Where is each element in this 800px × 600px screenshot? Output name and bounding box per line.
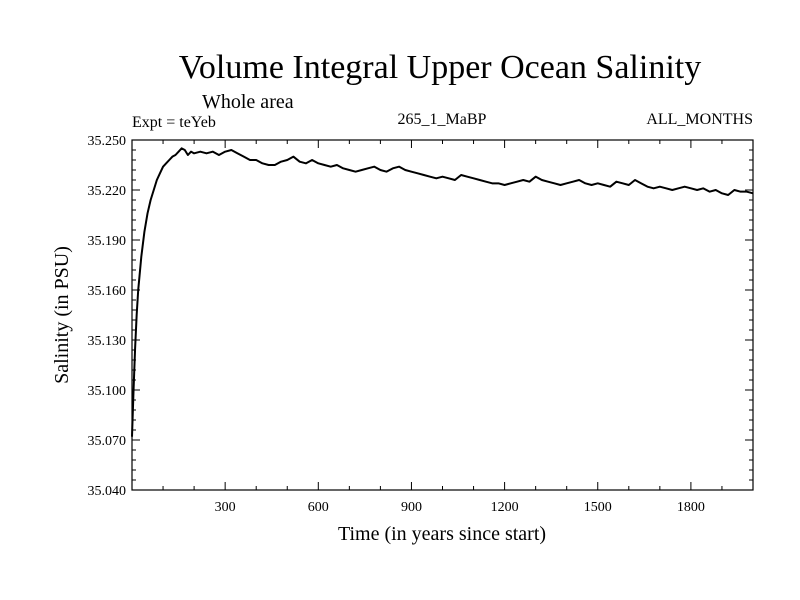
- chart-title: Volume Integral Upper Ocean Salinity: [179, 49, 701, 86]
- y-tick-label: 35.040: [88, 484, 127, 499]
- salinity-series-line: [131, 147, 754, 437]
- y-axis-label: Salinity (in PSU): [51, 246, 73, 384]
- x-tick-labels: 300 600 900 1200 1500 1800: [215, 500, 705, 515]
- x-tick-label: 1200: [491, 500, 519, 515]
- axis-ticks: [132, 139, 753, 491]
- y-tick-labels: 35.040 35.070 35.100 35.130 35.160 35.190 35.2…: [88, 134, 127, 499]
- x-tick-label: 600: [308, 500, 329, 515]
- plot-frame: [131, 139, 754, 491]
- x-tick-label: 300: [215, 500, 236, 515]
- x-tick-label: 1800: [677, 500, 705, 515]
- y-tick-label: 35.070: [88, 434, 127, 449]
- experiment-label: Expt = teYeb: [132, 114, 216, 131]
- y-tick-label: 35.160: [88, 284, 127, 299]
- y-tick-label: 35.250: [88, 134, 127, 149]
- y-tick-label: 35.130: [88, 334, 127, 349]
- x-tick-label: 900: [401, 500, 422, 515]
- y-tick-label: 35.190: [88, 234, 127, 249]
- period-label: ALL_MONTHS: [646, 111, 753, 128]
- x-axis-label: Time (in years since start): [338, 523, 546, 545]
- y-tick-label: 35.220: [88, 184, 127, 199]
- run-label: 265_1_MaBP: [398, 111, 487, 128]
- x-tick-label: 1500: [584, 500, 612, 515]
- y-tick-label: 35.100: [88, 384, 127, 399]
- chart-subtitle: Whole area: [202, 91, 294, 113]
